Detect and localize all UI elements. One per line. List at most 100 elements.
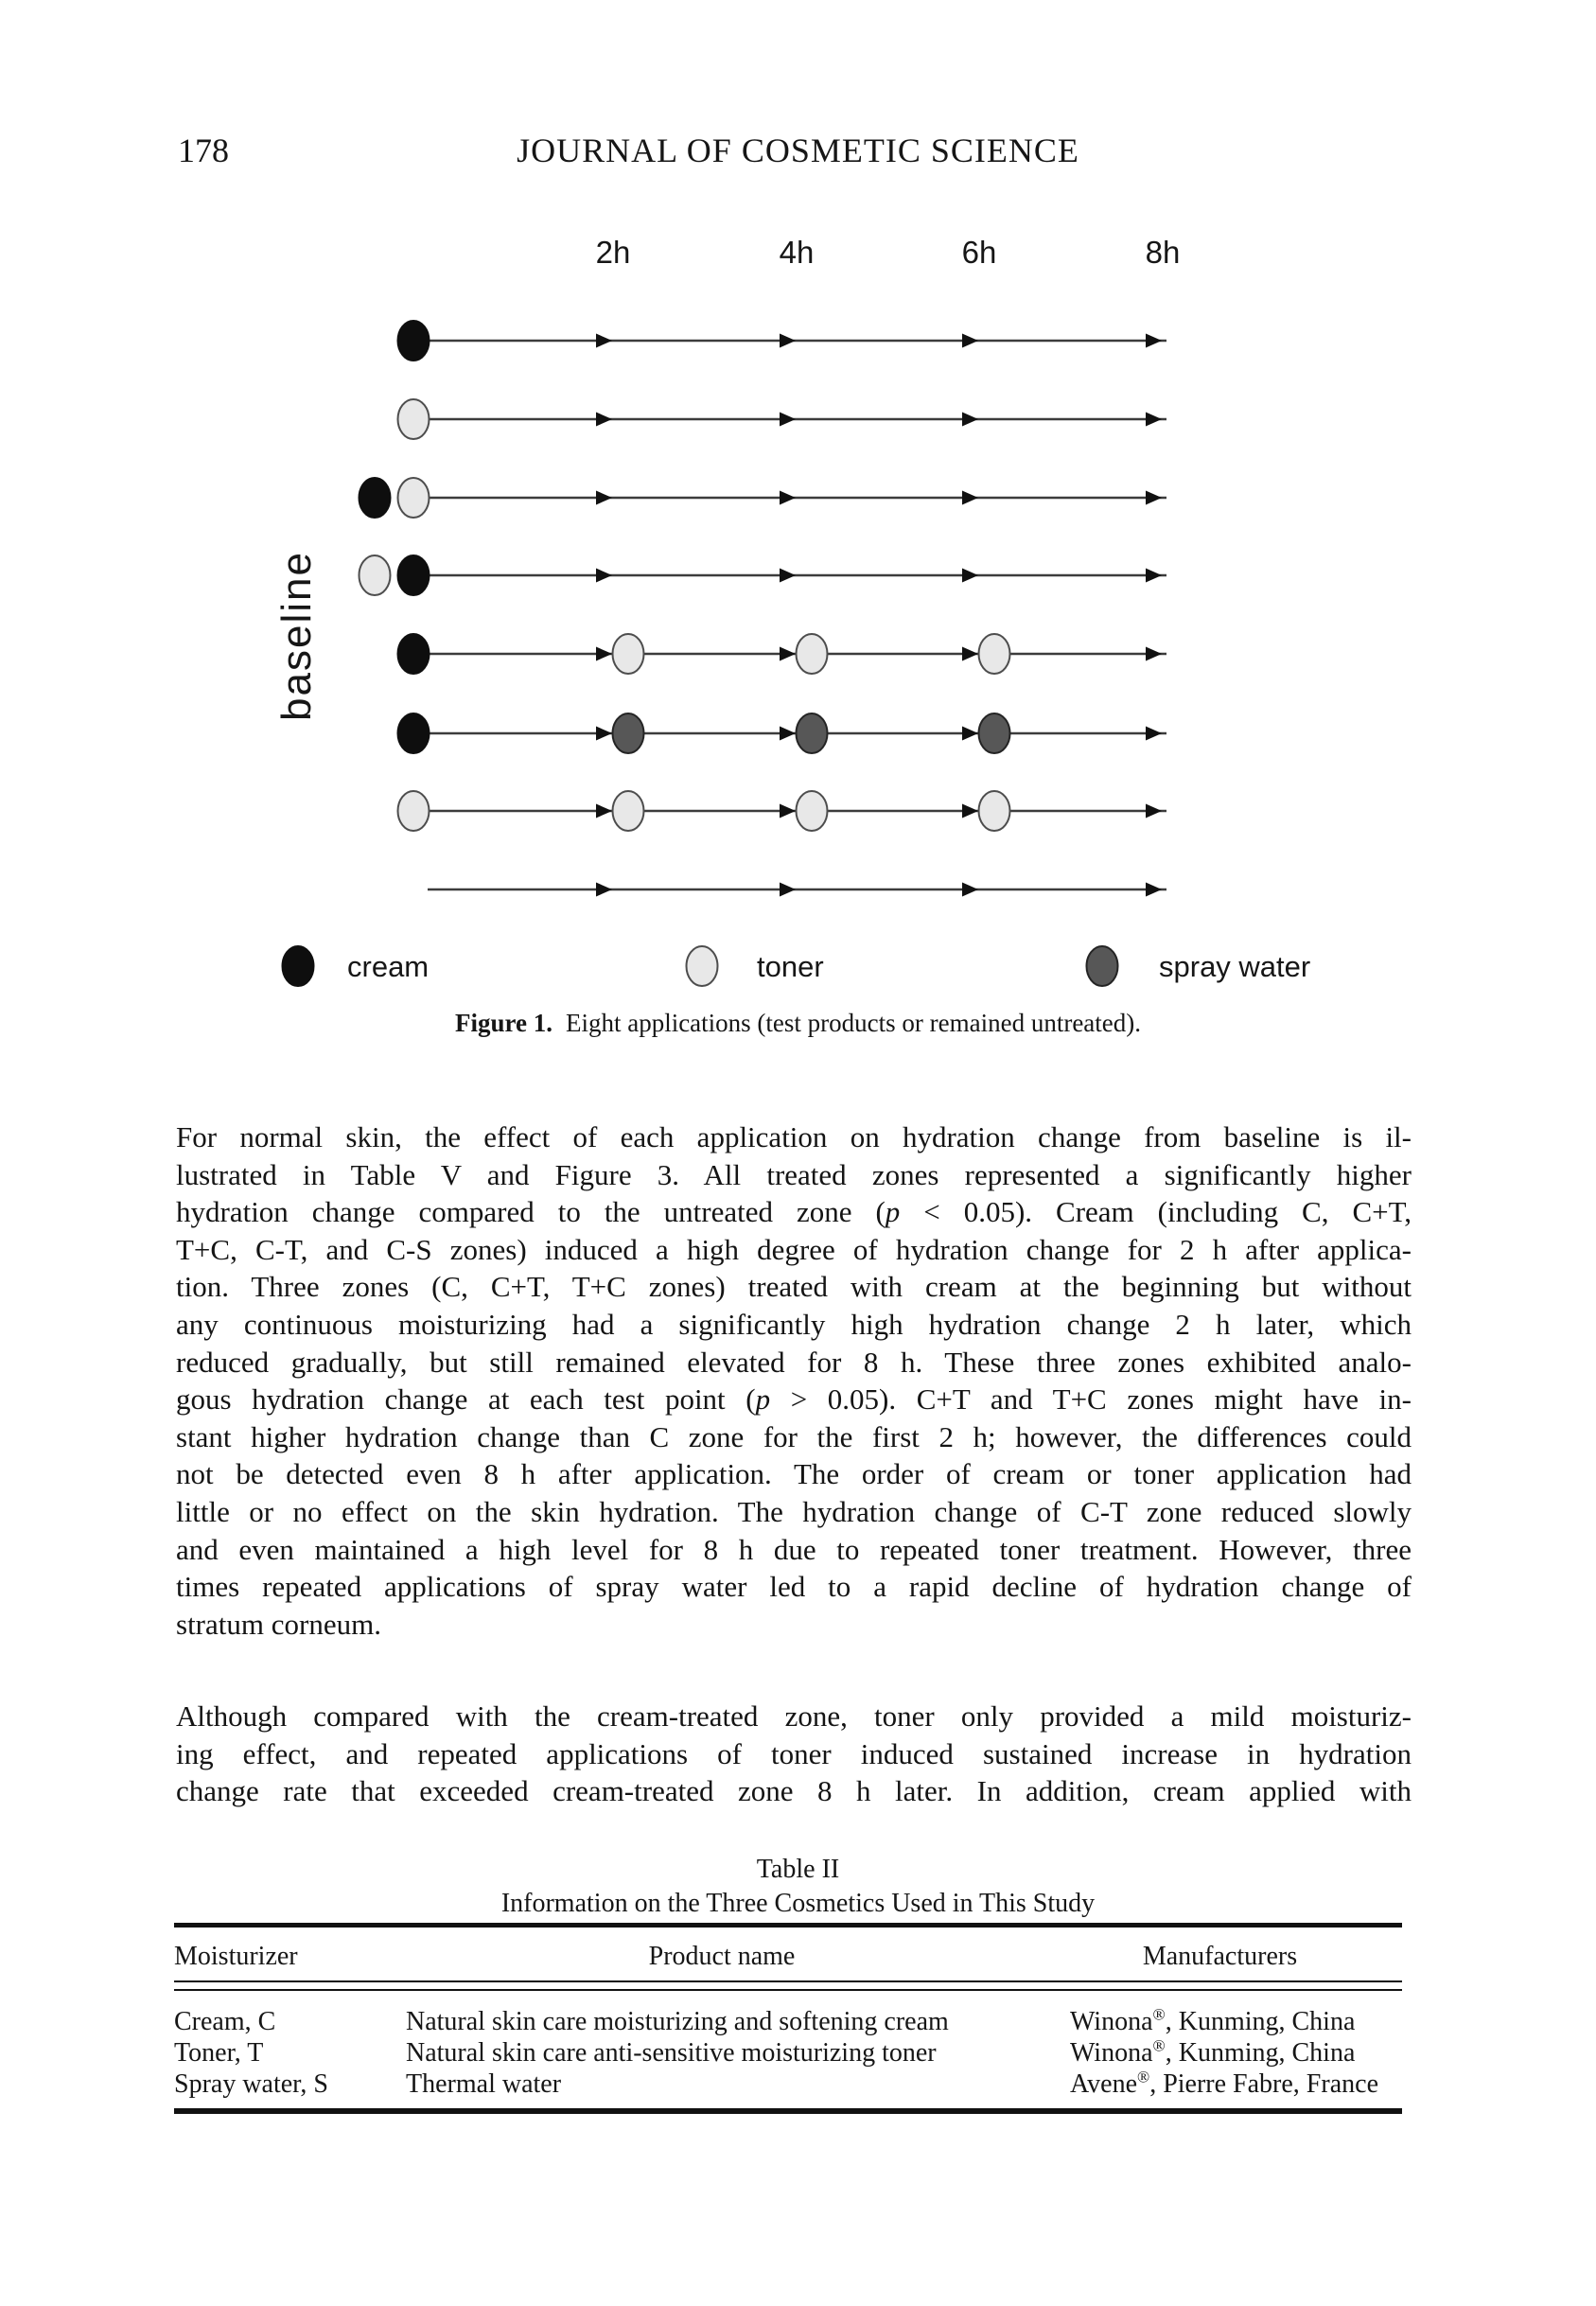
body-text-line: T+C, C-T, and C-S zones) induced a high … (176, 1232, 1412, 1266)
arrowhead-icon (1146, 646, 1162, 661)
arrowhead-icon (1146, 412, 1162, 427)
arrowhead-icon (780, 882, 796, 897)
toner-dot (358, 554, 392, 596)
page-number: 178 (178, 132, 229, 169)
toner-dot (795, 790, 829, 832)
cream-dot (396, 713, 430, 754)
column-header-product-name: Product name (648, 1942, 796, 1971)
figure-caption: Figure 1. Eight applications (test produc… (0, 1009, 1596, 1038)
arrowhead-icon (1146, 803, 1162, 819)
table-title: Table II (756, 1855, 840, 1884)
registered-mark: ® (1152, 2036, 1166, 2055)
table-header-rule (174, 1980, 1402, 1991)
toner-dot (795, 633, 829, 675)
body-text-line: Although compared with the cream-treated… (176, 1699, 1412, 1733)
body-text-line: not be detected even 8 h after applicati… (176, 1457, 1412, 1491)
arrowhead-icon (962, 803, 978, 819)
arrowhead-icon (962, 882, 978, 897)
body-paragraph-2: Although compared with the cream-treated… (176, 1698, 1412, 1810)
toner-dot (396, 398, 430, 440)
cream-dot (358, 477, 392, 519)
time-label-2h: 2h (596, 235, 631, 270)
body-text-line: times repeated applications of spray wat… (176, 1570, 1412, 1604)
arrowhead-icon (780, 490, 796, 505)
legend-label-toner: toner (757, 950, 824, 983)
arrowhead-icon (1146, 333, 1162, 348)
arrowhead-icon (1146, 882, 1162, 897)
toner-dot (611, 633, 645, 675)
body-text-line: hydration change compared to the untreat… (176, 1195, 1412, 1229)
arrowhead-icon (780, 726, 796, 741)
arrowhead-icon (596, 333, 612, 348)
cream-dot (281, 945, 315, 987)
body-text-line: reduced gradually, but still remained el… (176, 1345, 1412, 1379)
body-text-line: change rate that exceeded cream-treated … (176, 1774, 1412, 1808)
table-top-rule (174, 1923, 1402, 1928)
toner-dot (611, 790, 645, 832)
time-label-6h: 6h (962, 235, 997, 270)
arrowhead-icon (596, 412, 612, 427)
body-text-line: For normal skin, the effect of each appl… (176, 1120, 1412, 1153)
journal-header: JOURNAL OF COSMETIC SCIENCE (517, 132, 1079, 169)
table-header-row: Moisturizer Product name Manufacturers (174, 1941, 1402, 1973)
spray-water-dot (611, 713, 645, 754)
registered-mark: ® (1137, 2068, 1150, 2086)
registered-mark: ® (1152, 2005, 1166, 2024)
cream-dot (396, 633, 430, 675)
arrowhead-icon (962, 333, 978, 348)
toner-dot (396, 477, 430, 519)
baseline-axis-label: baseline (273, 551, 320, 721)
table-2: Moisturizer Product name Manufacturers C… (174, 1923, 1402, 2114)
arrowhead-icon (596, 803, 612, 819)
arrowhead-icon (780, 803, 796, 819)
column-header-manufacturers: Manufacturers (1142, 1942, 1298, 1971)
arrowhead-icon (1146, 726, 1162, 741)
table-body: Cream, C Natural skin care moisturizing a… (174, 2006, 1402, 2100)
arrowhead-icon (596, 646, 612, 661)
table-bottom-rule (174, 2108, 1402, 2114)
arrowhead-icon (780, 646, 796, 661)
body-text-line: stratum corneum. (176, 1607, 381, 1641)
column-header-moisturizer: Moisturizer (174, 1942, 298, 1971)
arrowhead-icon (1146, 490, 1162, 505)
arrowhead-icon (596, 882, 612, 897)
spray-water-dot (795, 713, 829, 754)
arrowhead-icon (596, 568, 612, 583)
arrowhead-icon (596, 490, 612, 505)
arrowhead-icon (962, 412, 978, 427)
table-cell: Toner, T (174, 2038, 264, 2068)
arrowhead-icon (780, 568, 796, 583)
body-text-line: any continuous moisturizing had a signif… (176, 1307, 1412, 1341)
table-cell: Winona®, Kunming, China (1070, 2036, 1356, 2068)
body-text-line: and even maintained a high level for 8 h… (176, 1532, 1412, 1566)
toner-dot (977, 633, 1011, 675)
table-cell: Winona®, Kunming, China (1070, 2005, 1356, 2036)
arrowhead-icon (780, 412, 796, 427)
table-cell: Cream, C (174, 2007, 276, 2036)
arrowhead-icon (962, 726, 978, 741)
toner-dot (685, 945, 719, 987)
body-text-line: gous hydration change at each test point… (176, 1382, 1412, 1417)
arrowhead-icon (780, 333, 796, 348)
table-cell: Spray water, S (174, 2069, 328, 2099)
spray-water-dot (1085, 945, 1119, 987)
figure-caption-text: Eight applications (test products or rem… (565, 1009, 1142, 1037)
toner-dot (977, 790, 1011, 832)
toner-dot (396, 790, 430, 832)
arrowhead-icon (962, 490, 978, 505)
table-cell: Natural skin care anti-sensitive moistur… (406, 2038, 937, 2068)
arrowhead-icon (962, 568, 978, 583)
table-cell: Thermal water (406, 2069, 562, 2099)
arrowhead-icon (1146, 568, 1162, 583)
table-cell: Natural skin care moisturizing and softe… (406, 2007, 949, 2036)
body-text-line: little or no effect on the skin hydratio… (176, 1494, 1412, 1528)
figure-caption-label: Figure 1. (454, 1009, 552, 1037)
table-cell: Avene®, Pierre Fabre, France (1070, 2068, 1378, 2099)
arrowhead-icon (962, 646, 978, 661)
body-text-line: lustrated in Table V and Figure 3. All t… (176, 1157, 1412, 1191)
spray-water-dot (977, 713, 1011, 754)
legend-label-spray_water: spray water (1159, 950, 1310, 983)
body-text-line: ing effect, and repeated applications of… (176, 1736, 1412, 1770)
table-subtitle: Information on the Three Cosmetics Used … (500, 1889, 1096, 1918)
